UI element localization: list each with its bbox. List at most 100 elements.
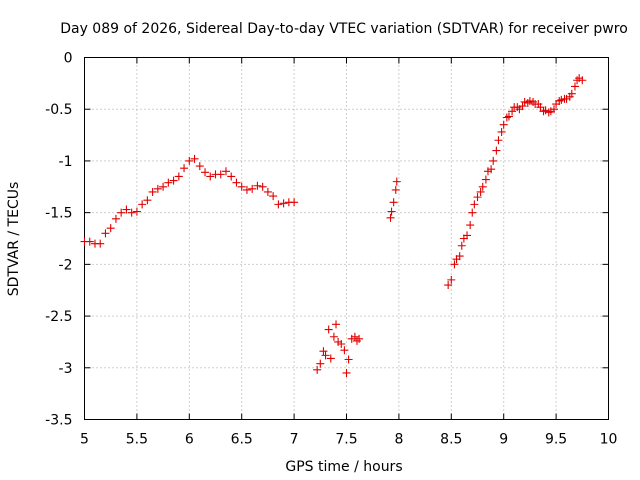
data-point: [153, 184, 162, 193]
data-point: [237, 182, 246, 191]
y-tick-label: 0: [64, 51, 73, 67]
x-tick-label: 5: [80, 432, 89, 448]
data-point: [190, 154, 199, 163]
data-point: [269, 192, 278, 201]
data-point: [316, 359, 325, 368]
axis-ticks: 5 5.5 6 6.5 7 7.5 8 8.5 9 9.5 10 0 -0.5 -1 -1.5 -2 -2.5 -…: [45, 51, 617, 448]
data-point: [221, 167, 230, 176]
data-point: [489, 156, 498, 165]
data-point: [180, 164, 189, 173]
x-tick-label: 8.5: [440, 432, 462, 448]
data-point: [227, 172, 236, 181]
data-point: [518, 102, 527, 111]
y-tick-label: -3.5: [45, 413, 72, 429]
data-point: [578, 76, 587, 85]
data-point: [337, 339, 346, 348]
data-point: [550, 105, 559, 114]
data-point: [529, 97, 538, 106]
data-point: [350, 332, 359, 341]
data-point: [258, 182, 267, 191]
data-point: [392, 177, 401, 186]
x-tick-label: 6.5: [231, 432, 253, 448]
data-point: [290, 198, 299, 207]
data-point: [201, 168, 210, 177]
data-point: [274, 200, 283, 209]
data-point: [447, 275, 456, 284]
data-point: [497, 127, 506, 136]
data-point: [132, 207, 141, 216]
data-point: [499, 120, 508, 129]
data-point: [216, 170, 225, 179]
data-point: [523, 99, 532, 108]
data-point: [481, 175, 490, 184]
data-point: [391, 185, 400, 194]
data-point: [470, 200, 479, 209]
y-tick-label: -0.5: [45, 102, 72, 118]
data-point: [463, 231, 472, 240]
data-point: [329, 332, 338, 341]
data-point: [326, 354, 335, 363]
data-point: [169, 176, 178, 185]
data-point: [492, 146, 501, 155]
data-point: [185, 156, 194, 165]
y-axis-label: SDTVAR / TECUs: [6, 182, 22, 297]
y-tick-label: -1.5: [45, 206, 72, 222]
data-point: [332, 320, 341, 329]
data-point: [355, 334, 364, 343]
y-tick-label: -2: [59, 257, 73, 273]
data-point: [508, 107, 517, 116]
data-point: [96, 239, 105, 248]
data-point: [122, 205, 131, 214]
data-point: [319, 347, 328, 356]
data-point: [466, 221, 475, 230]
data-point: [389, 198, 398, 207]
data-point: [117, 208, 126, 217]
data-point: [344, 355, 353, 364]
data-point: [242, 185, 251, 194]
data-point: [206, 172, 215, 181]
data-point: [455, 252, 464, 261]
x-axis-label: GPS time / hours: [285, 459, 402, 475]
data-point: [450, 260, 459, 269]
data-point: [138, 200, 147, 209]
data-point: [195, 162, 204, 171]
data-point: [513, 103, 522, 112]
data-point: [487, 165, 496, 174]
data-point: [478, 182, 487, 191]
data-point: [148, 187, 157, 196]
x-tick-label: 10: [600, 432, 618, 448]
data-point: [313, 365, 322, 374]
y-tick-label: -3: [59, 361, 73, 377]
data-point: [476, 187, 485, 196]
data-point: [143, 196, 152, 205]
x-tick-label: 9: [499, 432, 508, 448]
data-point: [468, 208, 477, 217]
y-tick-label: -2.5: [45, 309, 72, 325]
data-point: [324, 325, 333, 334]
x-tick-label: 8: [394, 432, 403, 448]
grid-lines: [84, 57, 609, 420]
data-point: [253, 181, 262, 190]
data-point: [570, 82, 579, 91]
data-point: [352, 336, 361, 345]
data-point: [340, 346, 349, 355]
y-tick-label: -1: [59, 154, 73, 170]
x-tick-label: 7: [290, 432, 299, 448]
data-point: [536, 103, 545, 112]
data-point: [567, 89, 576, 98]
data-point: [174, 172, 183, 181]
data-point: [321, 351, 330, 360]
x-tick-label: 6: [185, 432, 194, 448]
x-tick-label: 9.5: [545, 432, 567, 448]
data-points: [80, 74, 587, 377]
data-point: [502, 113, 511, 122]
data-point: [555, 96, 564, 105]
data-point: [85, 237, 94, 246]
data-point: [539, 107, 548, 116]
data-point: [494, 136, 503, 145]
data-point: [544, 108, 553, 117]
x-tick-label: 5.5: [126, 432, 148, 448]
data-point: [342, 368, 351, 377]
data-point: [159, 182, 168, 191]
